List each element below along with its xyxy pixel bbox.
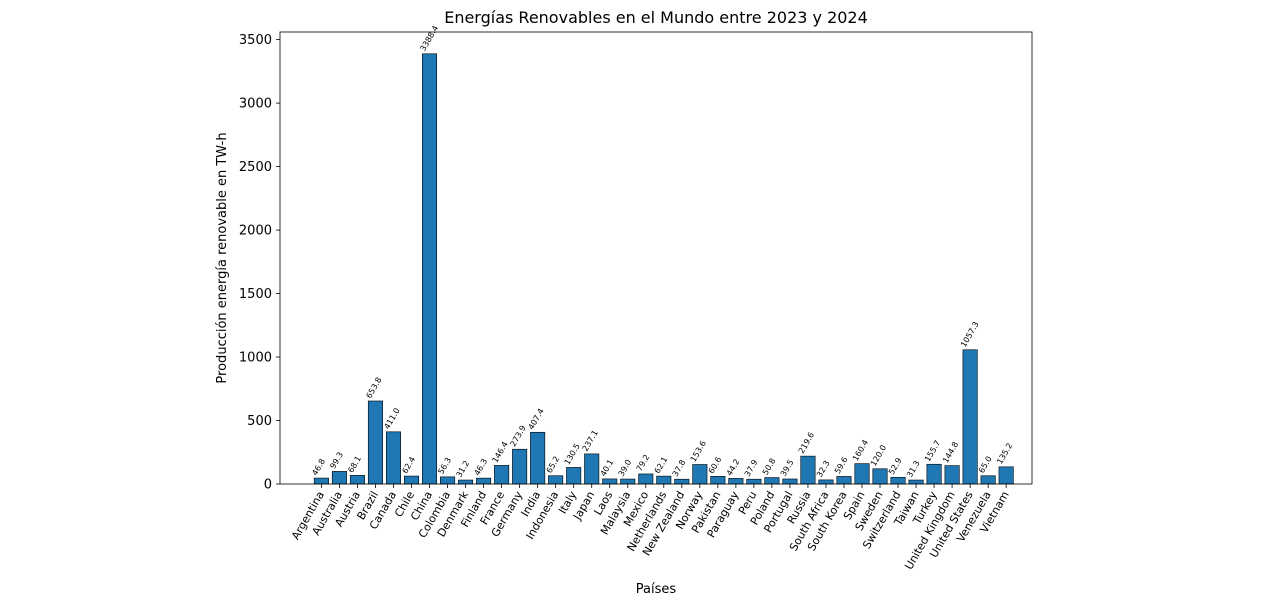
bar-value-label: 3388.4 (418, 24, 440, 53)
bar (656, 475, 672, 485)
bar (458, 479, 474, 485)
plot-frame (279, 31, 1033, 485)
bar-value-label: 62.4 (400, 455, 417, 475)
bar (908, 479, 924, 485)
bar (638, 473, 654, 485)
bar (530, 431, 546, 485)
bar (692, 464, 708, 485)
bar (620, 478, 636, 485)
bar-value-label: 99.3 (328, 450, 345, 470)
bar-value-label: 56.3 (436, 456, 453, 476)
bar (998, 466, 1014, 485)
bar-value-label: 37.8 (671, 458, 688, 478)
bar-value-label: 31.2 (455, 459, 472, 479)
bar-value-label: 411.0 (382, 406, 401, 430)
bar-value-label: 59.6 (833, 455, 850, 475)
bar (385, 431, 401, 485)
bar (800, 455, 816, 485)
bar (512, 448, 528, 485)
bar (422, 53, 438, 485)
bar-value-label: 135.2 (995, 441, 1014, 465)
bar-value-label: 65.2 (545, 455, 562, 475)
bar-value-label: 40.1 (599, 458, 616, 478)
bar (818, 479, 834, 485)
y-tick-label: 0 (264, 478, 272, 493)
bar-value-label: 79.2 (635, 453, 652, 473)
bar-value-label: 60.6 (707, 455, 724, 475)
plot-area: 46.8Argentina99.3Australia68.1Austria653… (239, 24, 1033, 572)
bar (782, 478, 798, 485)
bar (313, 477, 329, 485)
bar-value-label: 31.3 (905, 459, 922, 479)
bar-value-label: 50.8 (761, 457, 778, 477)
bar-value-label: 37.9 (743, 458, 760, 478)
bar (728, 478, 744, 485)
bar-value-label: 237.1 (581, 429, 600, 453)
bar (746, 478, 762, 485)
y-tick-label: 1000 (239, 351, 272, 366)
bar-value-label: 273.9 (509, 424, 528, 448)
bar-value-label: 144.8 (941, 440, 960, 464)
bar (710, 476, 726, 485)
bar-value-label: 407.4 (527, 407, 546, 431)
bar (403, 475, 420, 485)
bar-value-label: 153.6 (689, 439, 708, 463)
bar-value-label: 653.8 (364, 376, 383, 400)
bar (980, 475, 996, 485)
bar (548, 475, 564, 485)
bar-value-label: 219.6 (797, 431, 816, 455)
bar (926, 463, 942, 485)
bar-value-label: 1057.3 (959, 320, 981, 349)
bar-value-label: 46.3 (473, 457, 490, 477)
bar-value-label: 65.0 (977, 455, 994, 475)
bar (584, 453, 600, 485)
bar-value-label: 120.0 (869, 443, 888, 467)
bar (476, 477, 492, 485)
bar (944, 465, 960, 485)
bar-value-label: 32.3 (815, 459, 832, 479)
bar (331, 471, 347, 485)
bar (566, 467, 582, 485)
chart-title: Energías Renovables en el Mundo entre 20… (444, 8, 868, 27)
bar (349, 475, 365, 485)
y-tick-label: 1500 (239, 287, 272, 302)
bar-value-label: 160.4 (851, 438, 870, 462)
y-tick-label: 2000 (239, 224, 272, 239)
bar-value-label: 155.7 (923, 439, 942, 463)
y-tick-label: 3500 (239, 33, 272, 48)
x-axis-label: Países (636, 582, 677, 597)
bar (854, 463, 870, 485)
bar-value-label: 130.5 (563, 442, 582, 466)
bar-value-label: 46.8 (310, 457, 327, 477)
y-tick-label: 2500 (239, 160, 272, 175)
bar (962, 349, 978, 485)
bar-value-label: 39.5 (779, 458, 796, 478)
bar-value-label: 39.0 (617, 458, 634, 478)
bar (494, 465, 510, 485)
bar-value-label: 146.4 (491, 440, 510, 464)
y-tick-label: 3000 (239, 97, 272, 112)
bar (890, 476, 906, 485)
bar-value-label: 68.1 (346, 454, 363, 474)
y-axis-label: Producción energía renovable en TW-h (215, 132, 230, 383)
bar (602, 478, 618, 485)
bar (836, 476, 852, 485)
bar-value-label: 44.2 (725, 457, 742, 477)
bar (674, 478, 690, 485)
bar (764, 477, 780, 485)
bar (367, 400, 383, 485)
y-tick-label: 500 (247, 414, 272, 429)
bar (440, 476, 456, 485)
bar (872, 468, 888, 485)
bar-value-label: 52.9 (887, 456, 904, 476)
bar-value-label: 62.1 (653, 455, 670, 475)
